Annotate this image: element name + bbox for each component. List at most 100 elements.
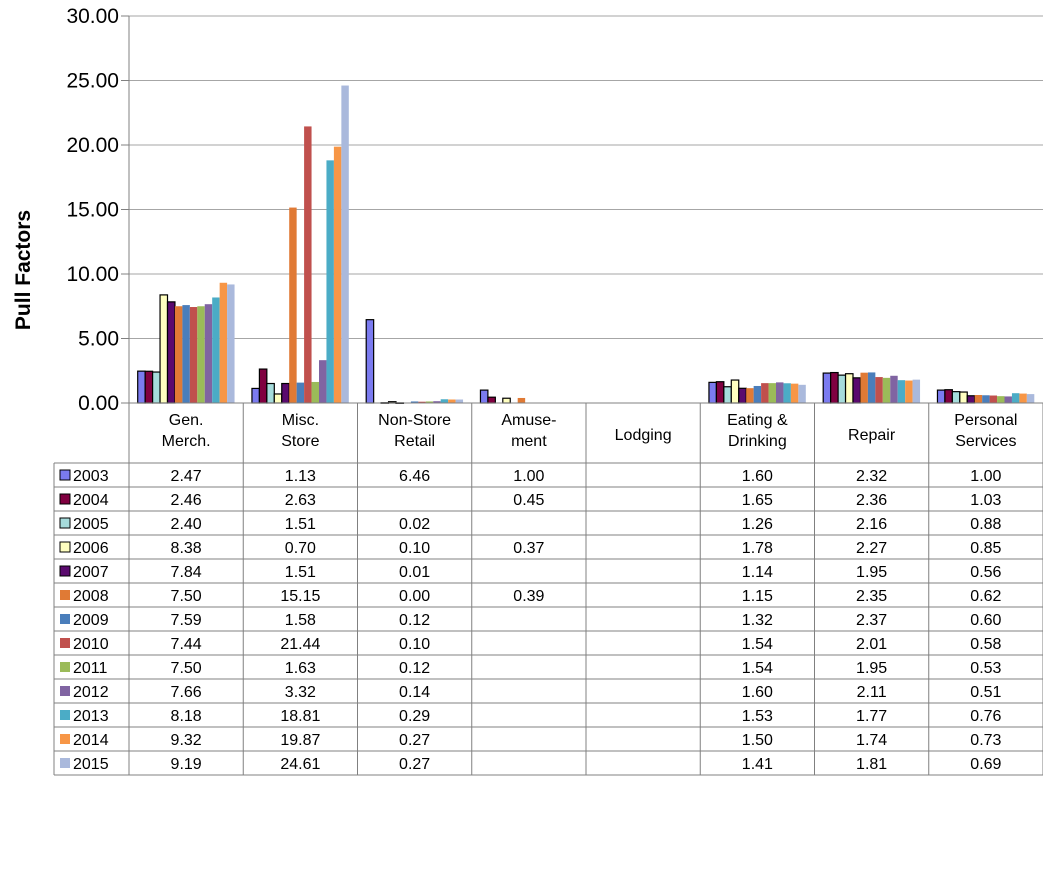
data-cell: 0.00 bbox=[399, 588, 430, 605]
bar-2015 bbox=[455, 399, 464, 403]
category-label: ment bbox=[511, 433, 547, 450]
data-cell: 2.36 bbox=[856, 492, 887, 509]
data-cell: 1.50 bbox=[742, 732, 773, 749]
bar-2009 bbox=[182, 305, 190, 403]
data-cell: 1.51 bbox=[285, 516, 316, 533]
category-label: Amuse- bbox=[501, 412, 556, 429]
data-cell: 1.60 bbox=[742, 468, 773, 485]
data-cell: 7.59 bbox=[171, 612, 202, 629]
bar-2011 bbox=[425, 401, 434, 403]
bar-2005 bbox=[266, 382, 275, 404]
category-label: Repair bbox=[848, 427, 896, 444]
bar-2013 bbox=[326, 160, 334, 403]
category-label: Eating & bbox=[727, 412, 788, 429]
bar-2010 bbox=[875, 377, 883, 403]
legend-label: 2013 bbox=[73, 708, 109, 725]
data-cell: 1.32 bbox=[742, 612, 773, 629]
data-cell: 2.47 bbox=[171, 468, 202, 485]
bar-2007 bbox=[166, 301, 176, 404]
bar-2004 bbox=[487, 396, 496, 404]
legend-label: 2008 bbox=[73, 588, 109, 605]
category-label: Misc. bbox=[282, 412, 319, 429]
bar-2006 bbox=[273, 393, 283, 404]
bar-2003 bbox=[479, 389, 489, 404]
legend-key-2003 bbox=[59, 469, 71, 481]
legend-label: 2005 bbox=[73, 516, 109, 533]
bar-2003 bbox=[822, 372, 832, 404]
bar-2009 bbox=[867, 372, 876, 403]
bar-2004 bbox=[715, 381, 725, 404]
legend-key-2013 bbox=[60, 710, 70, 720]
data-cell: 0.37 bbox=[513, 540, 544, 557]
data-cell: 0.12 bbox=[399, 612, 430, 629]
data-cell: 1.95 bbox=[856, 660, 887, 677]
data-cell: 1.41 bbox=[742, 756, 773, 773]
legend-key-2014 bbox=[60, 734, 70, 744]
bar-2008 bbox=[174, 306, 183, 403]
data-cell: 2.37 bbox=[856, 612, 887, 629]
data-cell: 2.01 bbox=[856, 636, 887, 653]
bar-2011 bbox=[997, 396, 1005, 403]
legend-key-2015 bbox=[60, 758, 70, 768]
data-cell: 0.56 bbox=[970, 564, 1001, 581]
bar-2006 bbox=[159, 294, 169, 404]
bar-2009 bbox=[410, 401, 419, 403]
data-cell: 7.84 bbox=[171, 564, 202, 581]
bar-2006 bbox=[730, 379, 740, 404]
data-cell: 1.63 bbox=[285, 660, 316, 677]
data-cell: 0.10 bbox=[399, 540, 430, 557]
data-cell: 0.02 bbox=[399, 516, 430, 533]
data-cell: 9.32 bbox=[171, 732, 202, 749]
legend-label: 2012 bbox=[73, 684, 109, 701]
category-label: Personal bbox=[954, 412, 1017, 429]
bar-2012 bbox=[319, 360, 327, 403]
data-cell: 0.70 bbox=[285, 540, 316, 557]
legend-label: 2010 bbox=[73, 636, 109, 653]
bar-2003 bbox=[708, 381, 718, 404]
data-cell: 7.50 bbox=[171, 660, 202, 677]
bar-2010 bbox=[418, 401, 426, 403]
legend-key-2004 bbox=[59, 493, 71, 505]
category-label: Services bbox=[955, 433, 1016, 450]
data-cell: 0.60 bbox=[970, 612, 1001, 629]
data-cell: 1.65 bbox=[742, 492, 773, 509]
data-cell: 0.69 bbox=[970, 756, 1001, 773]
bar-2013 bbox=[897, 380, 906, 403]
data-cell: 19.87 bbox=[280, 732, 320, 749]
data-cell: 15.15 bbox=[280, 588, 320, 605]
bar-2008 bbox=[517, 397, 526, 403]
data-cell: 1.58 bbox=[285, 612, 316, 629]
data-cell: 1.00 bbox=[513, 468, 544, 485]
data-cell: 2.40 bbox=[171, 516, 202, 533]
data-cell: 1.54 bbox=[742, 660, 773, 677]
bar-2003 bbox=[137, 370, 146, 404]
y-tick-label: 25.00 bbox=[66, 70, 119, 93]
bar-2005 bbox=[723, 386, 732, 404]
bar-2007 bbox=[966, 395, 976, 404]
data-cell: 0.85 bbox=[970, 540, 1001, 557]
data-cell: 1.77 bbox=[856, 708, 887, 725]
bar-2013 bbox=[783, 383, 791, 403]
legend-key-2005 bbox=[59, 517, 71, 529]
legend-label: 2003 bbox=[73, 468, 109, 485]
bar-2014 bbox=[905, 380, 913, 403]
data-cell: 7.44 bbox=[171, 636, 202, 653]
bar-2015 bbox=[798, 384, 806, 403]
legend-label: 2006 bbox=[73, 540, 109, 557]
bar-2004 bbox=[258, 368, 268, 404]
legend-key-2009 bbox=[60, 614, 70, 624]
legend-label: 2015 bbox=[73, 756, 109, 773]
bar-2005 bbox=[837, 374, 847, 404]
data-cell: 1.13 bbox=[285, 468, 316, 485]
bar-2014 bbox=[219, 282, 228, 403]
bar-2013 bbox=[440, 399, 449, 403]
bar-2015 bbox=[227, 284, 235, 403]
bar-2010 bbox=[989, 395, 998, 403]
bar-2004 bbox=[830, 371, 839, 404]
data-cell: 2.32 bbox=[856, 468, 887, 485]
y-tick-label: 30.00 bbox=[66, 5, 119, 28]
category-label: Retail bbox=[394, 433, 435, 450]
legend-key-2011 bbox=[60, 662, 70, 672]
category-label: Store bbox=[281, 433, 319, 450]
bar-2011 bbox=[882, 377, 891, 403]
